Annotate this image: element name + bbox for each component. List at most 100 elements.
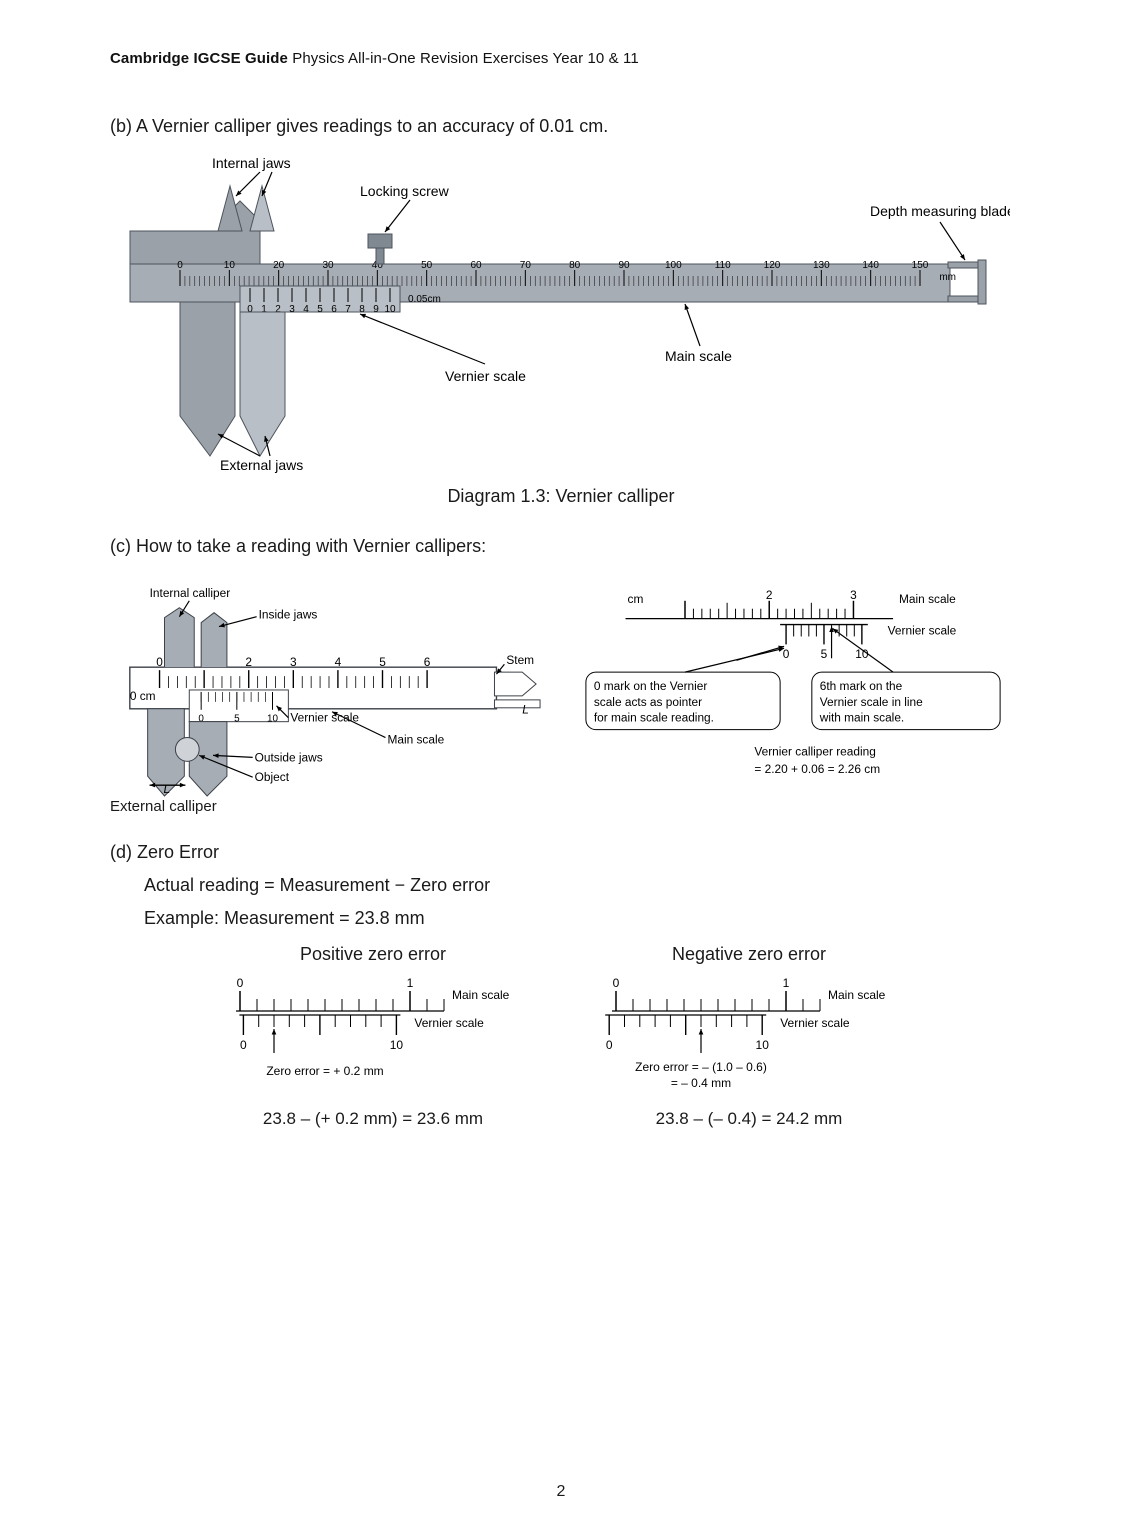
svg-text:Object: Object — [255, 770, 290, 784]
svg-text:6: 6 — [331, 304, 337, 315]
svg-text:6: 6 — [424, 655, 431, 669]
positive-zero-calc: 23.8 – (+ 0.2 mm) = 23.6 mm — [200, 1109, 546, 1129]
svg-text:5: 5 — [821, 647, 828, 661]
section-d-line3: Example: Measurement = 23.8 mm — [110, 905, 1012, 932]
svg-text:Vernier calliper reading: Vernier calliper reading — [754, 744, 875, 758]
vernier-reading-closeup: cm23Main scale0510Vernier scale0 mark on… — [576, 572, 1012, 802]
svg-text:Main scale: Main scale — [665, 348, 732, 364]
zero-error-row: Positive zero error 01Main scale010Verni… — [200, 944, 922, 1129]
svg-text:0.05cm: 0.05cm — [408, 294, 441, 305]
figure-1-caption: Diagram 1.3: Vernier calliper — [110, 486, 1012, 507]
svg-text:Vernier scale: Vernier scale — [290, 711, 359, 725]
svg-text:0 cm: 0 cm — [130, 689, 156, 703]
negative-zero-error-block: Negative zero error 0 1 Main scale 0 10 Verni… — [576, 944, 922, 1129]
negative-zero-calc: 23.8 – (– 0.4) = 24.2 mm — [576, 1109, 922, 1129]
positive-zero-error-diagram: 01Main scale010Vernier scaleZero error =… — [200, 971, 540, 1101]
svg-text:Internal jaws: Internal jaws — [212, 155, 291, 171]
svg-text:Stem: Stem — [506, 653, 534, 667]
svg-text:140: 140 — [862, 260, 879, 271]
svg-text:0: 0 — [613, 976, 620, 990]
svg-text:Zero error = – (1.0 – 0.6): Zero error = – (1.0 – 0.6) — [635, 1060, 767, 1074]
section-b-prefix: (b) — [110, 116, 136, 136]
header-bold: Cambridge IGCSE Guide — [110, 50, 288, 67]
svg-text:L: L — [522, 703, 529, 717]
section-d-line2: Actual reading = Measurement − Zero erro… — [110, 872, 1012, 899]
svg-text:5: 5 — [234, 714, 240, 725]
svg-text:4: 4 — [335, 655, 342, 669]
svg-text:2: 2 — [245, 655, 252, 669]
svg-text:5: 5 — [379, 655, 386, 669]
svg-text:= – 0.4 mm: = – 0.4 mm — [671, 1076, 731, 1090]
svg-text:10: 10 — [756, 1038, 770, 1052]
svg-text:mm: mm — [939, 272, 956, 283]
svg-text:Locking screw: Locking screw — [360, 183, 450, 199]
svg-text:0: 0 — [156, 655, 163, 669]
header-rest: Physics All-in-One Revision Exercises Ye… — [288, 50, 639, 67]
svg-text:0: 0 — [240, 1038, 247, 1052]
svg-text:L: L — [164, 782, 171, 796]
svg-text:0: 0 — [783, 647, 790, 661]
svg-text:Main scale: Main scale — [452, 988, 510, 1002]
svg-text:= 2.20 + 0.06 = 2.26 cm: = 2.20 + 0.06 = 2.26 cm — [754, 762, 880, 776]
svg-text:Vernier scale: Vernier scale — [780, 1016, 850, 1030]
svg-text:7: 7 — [345, 304, 351, 315]
svg-text:2: 2 — [766, 588, 773, 602]
svg-text:0: 0 — [177, 260, 183, 271]
section-b-text: A Vernier calliper gives readings to an … — [136, 116, 608, 136]
svg-text:Vernier scale: Vernier scale — [888, 623, 957, 637]
svg-text:5: 5 — [317, 304, 323, 315]
page: Cambridge IGCSE Guide Physics All-in-One… — [0, 0, 1122, 1535]
svg-text:with main scale.: with main scale. — [819, 711, 904, 725]
section-c-text: How to take a reading with Vernier calli… — [136, 536, 486, 556]
svg-text:3: 3 — [850, 588, 857, 602]
vernier-calliper-diagram: 0102030405060708090100110120130140150mm0… — [110, 146, 1010, 476]
svg-text:50: 50 — [421, 260, 433, 271]
svg-text:10: 10 — [384, 304, 396, 315]
svg-text:130: 130 — [813, 260, 830, 271]
running-header: Cambridge IGCSE Guide Physics All-in-One… — [110, 50, 1012, 67]
svg-text:0 mark on the Vernier: 0 mark on the Vernier — [594, 679, 708, 693]
svg-text:10: 10 — [267, 714, 279, 725]
section-c: (c) How to take a reading with Vernier c… — [110, 533, 1012, 560]
svg-text:9: 9 — [373, 304, 379, 315]
svg-text:100: 100 — [665, 260, 682, 271]
section-d-title: Zero Error — [137, 842, 219, 862]
svg-text:0: 0 — [237, 976, 244, 990]
svg-text:for main scale reading.: for main scale reading. — [594, 711, 714, 725]
svg-text:External jaws: External jaws — [220, 457, 303, 473]
page-number: 2 — [0, 1483, 1122, 1501]
svg-text:6th mark on the: 6th mark on the — [820, 679, 903, 693]
svg-text:cm: cm — [628, 592, 644, 606]
svg-text:110: 110 — [715, 260, 731, 271]
svg-text:scale acts as pointer: scale acts as pointer — [594, 695, 702, 709]
svg-text:3: 3 — [290, 655, 297, 669]
svg-text:150: 150 — [912, 260, 929, 271]
negative-zero-heading: Negative zero error — [576, 944, 922, 965]
svg-text:Vernier scale: Vernier scale — [414, 1016, 484, 1030]
svg-text:0: 0 — [606, 1038, 613, 1052]
svg-text:60: 60 — [470, 260, 482, 271]
svg-text:Main scale: Main scale — [828, 988, 886, 1002]
negative-zero-error-diagram: 0 1 Main scale 0 10 Vernier scale Zero error =… — [576, 971, 916, 1101]
svg-text:70: 70 — [520, 260, 532, 271]
svg-text:1: 1 — [407, 976, 414, 990]
svg-text:Inside jaws: Inside jaws — [259, 608, 318, 622]
section-d-line1: (d) Zero Error — [110, 839, 1012, 866]
svg-text:Depth measuring blade: Depth measuring blade — [870, 203, 1010, 219]
svg-text:20: 20 — [273, 260, 285, 271]
svg-text:Zero error = + 0.2 mm: Zero error = + 0.2 mm — [266, 1064, 383, 1078]
calliper-reading-diagram: 01234560 cm0510Internal calliperInside j… — [110, 572, 546, 802]
section-c-prefix: (c) — [110, 536, 136, 556]
svg-text:80: 80 — [569, 260, 581, 271]
section-c-figures-row: 01234560 cm0510Internal calliperInside j… — [110, 566, 1012, 810]
svg-text:30: 30 — [322, 260, 334, 271]
section-d-prefix: (d) — [110, 842, 137, 862]
svg-text:Internal calliper: Internal calliper — [150, 586, 231, 600]
svg-text:120: 120 — [764, 260, 781, 271]
section-b: (b) A Vernier calliper gives readings to… — [110, 113, 1012, 140]
svg-text:10: 10 — [224, 260, 236, 271]
svg-text:4: 4 — [303, 304, 309, 315]
svg-text:3: 3 — [289, 304, 295, 315]
svg-text:8: 8 — [359, 304, 365, 315]
svg-text:1: 1 — [783, 976, 790, 990]
